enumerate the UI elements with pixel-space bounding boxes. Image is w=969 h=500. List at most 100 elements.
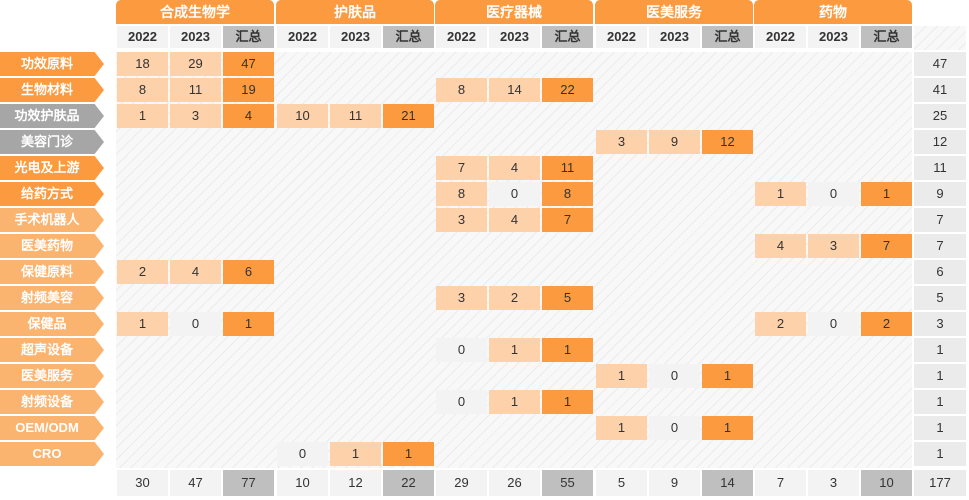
- row-total: 47: [914, 52, 966, 76]
- value-cell: 1: [861, 182, 912, 206]
- value-cell: 14: [489, 78, 540, 102]
- column-header: 2022: [277, 26, 328, 48]
- value-cell: 11: [542, 156, 593, 180]
- value-cell: 7: [861, 234, 912, 258]
- row-total: 7: [914, 234, 966, 258]
- row-total: 11: [914, 156, 966, 180]
- value-cell: 1: [489, 338, 540, 362]
- value-cell: 0: [649, 364, 700, 388]
- row-total: 3: [914, 312, 966, 336]
- column-total: 30: [117, 470, 168, 496]
- column-total: 55: [542, 470, 593, 496]
- value-cell: 9: [649, 130, 700, 154]
- value-cell: 18: [117, 52, 168, 76]
- value-cell: 4: [755, 234, 806, 258]
- value-cell: 21: [383, 104, 434, 128]
- value-cell: 1: [330, 442, 381, 466]
- row-total: 12: [914, 130, 966, 154]
- value-cell: 7: [436, 156, 487, 180]
- column-header: 2022: [117, 26, 168, 48]
- column-total: 5: [596, 470, 647, 496]
- column-total: 77: [223, 470, 274, 496]
- column-total: 3: [808, 470, 859, 496]
- column-total: 12: [330, 470, 381, 496]
- value-cell: 1: [596, 416, 647, 440]
- row-total: 1: [914, 442, 966, 466]
- category-header: 药物: [754, 0, 912, 24]
- value-cell: 6: [223, 260, 274, 284]
- value-cell: 2: [489, 286, 540, 310]
- value-cell: 0: [489, 182, 540, 206]
- column-header: 2023: [170, 26, 221, 48]
- row-total: 1: [914, 390, 966, 414]
- row-total: 6: [914, 260, 966, 284]
- value-cell: 1: [542, 390, 593, 414]
- row-label: 保健原料: [0, 260, 104, 284]
- column-header: 2023: [489, 26, 540, 48]
- value-cell: 0: [808, 182, 859, 206]
- value-cell: 1: [223, 312, 274, 336]
- value-cell: 4: [489, 156, 540, 180]
- value-cell: 11: [330, 104, 381, 128]
- value-cell: 4: [489, 208, 540, 232]
- column-total: 9: [649, 470, 700, 496]
- column-header: 2022: [755, 26, 806, 48]
- column-total: 10: [277, 470, 328, 496]
- column-header: 2022: [596, 26, 647, 48]
- value-cell: 2: [861, 312, 912, 336]
- value-cell: 8: [117, 78, 168, 102]
- row-label: 生物材料: [0, 78, 104, 102]
- value-cell: 10: [277, 104, 328, 128]
- value-cell: 3: [808, 234, 859, 258]
- column-header: 2022: [436, 26, 487, 48]
- grand-total: 177: [914, 470, 966, 496]
- value-cell: 1: [489, 390, 540, 414]
- row-total: 1: [914, 416, 966, 440]
- hatch-total-column: [914, 26, 966, 50]
- row-label: 超声设备: [0, 338, 104, 362]
- row-label: 功效原料: [0, 52, 104, 76]
- row-label: 手术机器人: [0, 208, 104, 232]
- row-label: 功效护肤品: [0, 104, 104, 128]
- column-header: 2023: [330, 26, 381, 48]
- value-cell: 7: [542, 208, 593, 232]
- row-label: 保健品: [0, 312, 104, 336]
- value-cell: 1: [117, 312, 168, 336]
- column-header: 汇总: [383, 26, 434, 48]
- row-total: 25: [914, 104, 966, 128]
- value-cell: 1: [383, 442, 434, 466]
- row-label: 美容门诊: [0, 130, 104, 154]
- value-cell: 1: [702, 364, 753, 388]
- row-label: CRO: [0, 442, 104, 466]
- value-cell: 8: [436, 78, 487, 102]
- value-cell: 3: [436, 208, 487, 232]
- row-label: 射频美容: [0, 286, 104, 310]
- row-total: 9: [914, 182, 966, 206]
- column-total: 14: [702, 470, 753, 496]
- value-cell: 29: [170, 52, 221, 76]
- column-total: 7: [755, 470, 806, 496]
- row-total: 7: [914, 208, 966, 232]
- category-header: 医疗器械: [435, 0, 593, 24]
- column-header: 2023: [808, 26, 859, 48]
- column-total: 26: [489, 470, 540, 496]
- value-cell: 3: [436, 286, 487, 310]
- column-header: 2023: [649, 26, 700, 48]
- value-cell: 0: [170, 312, 221, 336]
- column-total: 22: [383, 470, 434, 496]
- row-label: OEM/ODM: [0, 416, 104, 440]
- value-cell: 8: [436, 182, 487, 206]
- value-cell: 4: [170, 260, 221, 284]
- value-cell: 2: [755, 312, 806, 336]
- column-header: 汇总: [861, 26, 912, 48]
- value-cell: 5: [542, 286, 593, 310]
- row-total: 1: [914, 338, 966, 362]
- row-label: 光电及上游: [0, 156, 104, 180]
- column-header: 汇总: [702, 26, 753, 48]
- column-header: 汇总: [542, 26, 593, 48]
- column-total: 10: [861, 470, 912, 496]
- value-cell: 0: [436, 338, 487, 362]
- row-label: 医美服务: [0, 364, 104, 388]
- value-cell: 0: [649, 416, 700, 440]
